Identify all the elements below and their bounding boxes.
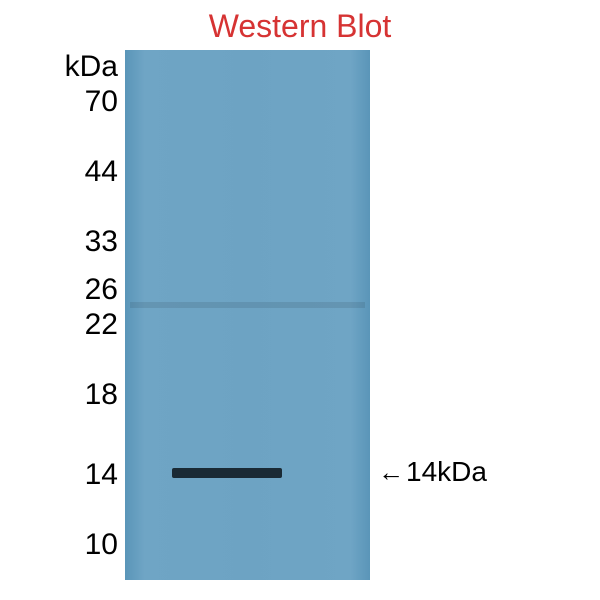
ladder-mark: 33 — [0, 225, 118, 259]
ladder-mark: 26 — [0, 273, 118, 307]
arrow-left-icon: ← — [378, 457, 404, 488]
blot-membrane — [125, 50, 370, 580]
ladder-mark: 44 — [0, 155, 118, 189]
unit-label: kDa — [0, 50, 118, 84]
protein-band — [172, 468, 282, 478]
ladder-mark: 22 — [0, 308, 118, 342]
annotation-text: 14kDa — [406, 456, 487, 488]
faint-band — [130, 302, 365, 308]
figure-title: Western Blot — [0, 8, 600, 45]
ladder-mark: 18 — [0, 378, 118, 412]
ladder-mark: 14 — [0, 458, 118, 492]
western-blot-figure: Western Blot kDa 70 44 33 2622 18 14 10 ← 14kD… — [0, 0, 600, 600]
band-annotation: ← 14kDa — [378, 456, 487, 488]
ladder-mark: 70 — [0, 85, 118, 119]
ladder-mark: 10 — [0, 528, 118, 562]
